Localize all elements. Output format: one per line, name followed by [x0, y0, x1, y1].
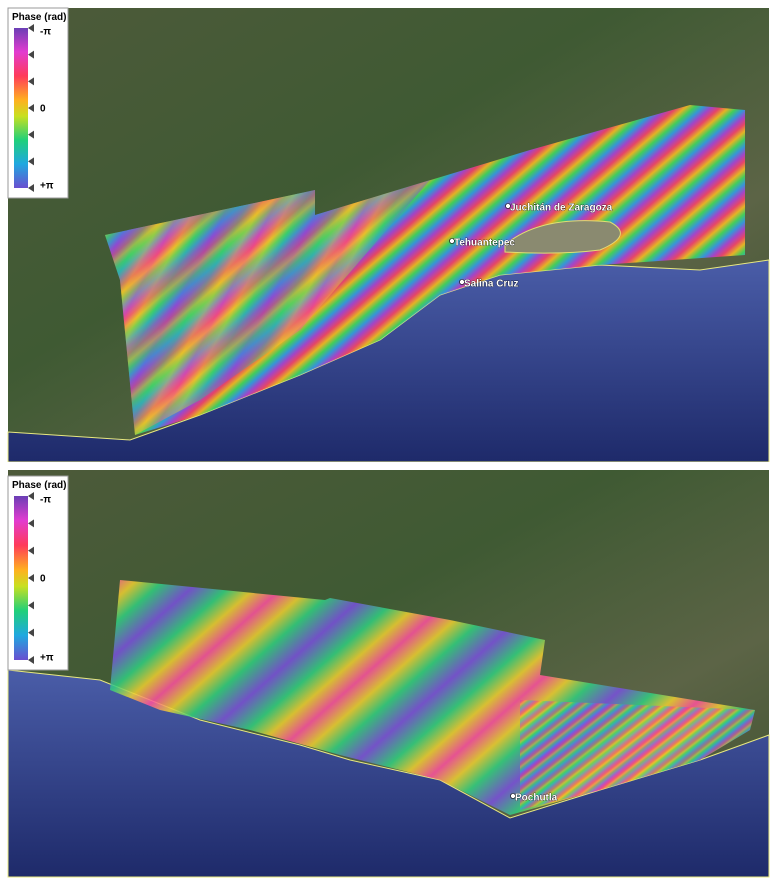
place-marker	[510, 793, 516, 799]
ocean	[7, 669, 770, 878]
bottom-map	[7, 470, 770, 878]
place-label: Salina Cruz	[464, 279, 518, 290]
colorbar-tick	[28, 628, 34, 637]
colorbar-tick	[28, 184, 34, 192]
legend-label: +π	[40, 653, 54, 664]
colorbar-tick	[28, 492, 34, 500]
colorbar-tick	[28, 601, 34, 610]
colorbar-tick	[28, 656, 34, 664]
legend-label: +π	[40, 181, 54, 192]
legend-label: 0	[40, 574, 46, 585]
colorbar-tick	[28, 574, 34, 582]
colorbar-tick	[28, 104, 34, 112]
colorbar-tick	[28, 546, 34, 555]
legend-label: -π	[40, 495, 51, 506]
place-marker	[459, 279, 465, 285]
legend-title: Phase (rad)	[12, 480, 66, 491]
interferogram-overlay	[105, 180, 430, 435]
legend-label: 0	[40, 104, 46, 115]
separator	[0, 462, 777, 470]
place-label: Tehuantepec	[454, 238, 515, 249]
colorbar	[14, 28, 28, 188]
colorbar	[14, 496, 28, 660]
colorbar-tick	[28, 77, 34, 86]
place-marker	[449, 238, 455, 244]
colorbar-tick	[28, 50, 34, 59]
place-label: Pochutla	[515, 793, 558, 804]
interferogram-overlay	[520, 700, 755, 810]
place-marker	[505, 203, 511, 209]
colorbar-tick	[28, 157, 34, 166]
colorbar-tick	[28, 130, 34, 139]
colorbar-tick	[28, 24, 34, 32]
place-label: Juchitán de Zaragoza	[510, 203, 613, 214]
colorbar-tick	[28, 519, 34, 528]
legend-title: Phase (rad)	[12, 12, 66, 23]
legend-label: -π	[40, 27, 51, 38]
top-map	[7, 8, 770, 463]
lagoon	[504, 220, 621, 254]
